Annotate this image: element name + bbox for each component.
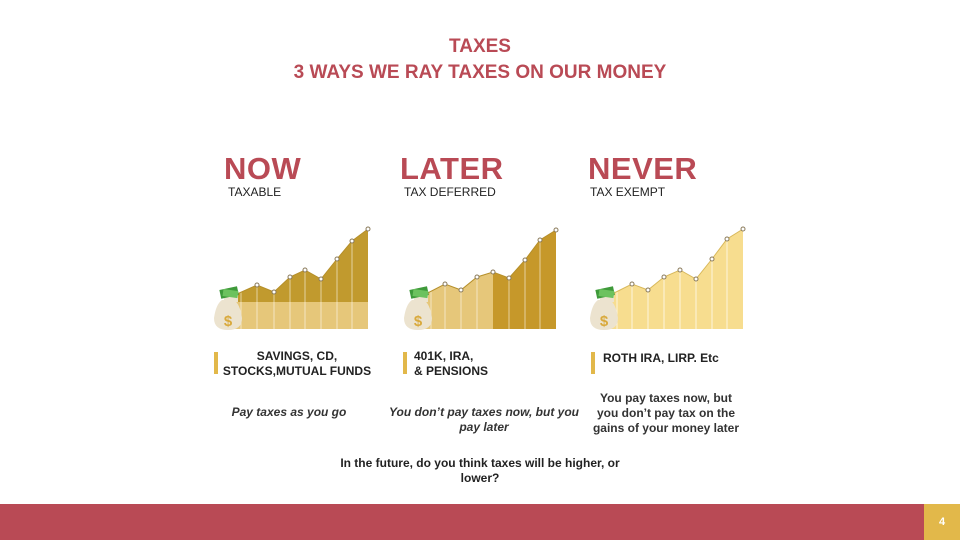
dollar-sign-icon: $ [224,313,233,330]
dollar-sign-icon: $ [414,313,423,330]
cash-stack-icon [219,286,239,299]
footer-bar [0,504,960,540]
title-line-2: 3 WAYS WE RAY TAXES ON OUR MONEY [293,62,667,83]
page-number: 4 [924,504,960,540]
cash-stack-icon [409,286,429,299]
description-now: Pay taxes as you go [231,405,347,419]
heading-never: NEVER [588,151,698,186]
label-bar-now [214,352,218,374]
dollar-sign-icon: $ [600,313,609,330]
account-line: STOCKS,MUTUAL FUNDS [222,364,372,378]
growth-chart-later: $ [404,227,559,330]
account-line: ROTH IRA, LIRP. Etc [603,351,719,365]
account-line: & PENSIONS [414,364,489,378]
subheading-never: TAX EXEMPT [590,185,666,199]
account-line: 401K, IRA, [414,349,474,363]
heading-now: NOW [224,151,302,186]
label-bar-never [591,352,595,374]
subheading-later: TAX DEFERRED [404,185,496,199]
description-never: You pay taxes now, but you don’t pay tax… [592,391,740,435]
discussion-question: In the future, do you think taxes will b… [340,456,620,485]
money-bag-icon: $ [590,286,618,330]
description-later: You don’t pay taxes now, but you pay lat… [388,405,579,434]
growth-chart-now: $ [214,226,371,330]
money-bag-icon: $ [404,286,432,330]
heading-later: LATER [400,151,504,186]
account-types-never: ROTH IRA, LIRP. Etc [603,351,753,366]
subheading-now: TAXABLE [228,185,282,199]
account-types-now: SAVINGS, CD, STOCKS,MUTUAL FUNDS [222,349,372,379]
growth-chart-never: $ [590,226,746,330]
label-bar-later [403,352,407,374]
account-types-later: 401K, IRA, & PENSIONS [414,349,564,379]
title-line-1: TAXES [449,36,511,57]
money-bag-icon: $ [214,286,242,330]
account-line: SAVINGS, CD, [256,349,338,363]
cash-stack-icon [595,286,615,299]
